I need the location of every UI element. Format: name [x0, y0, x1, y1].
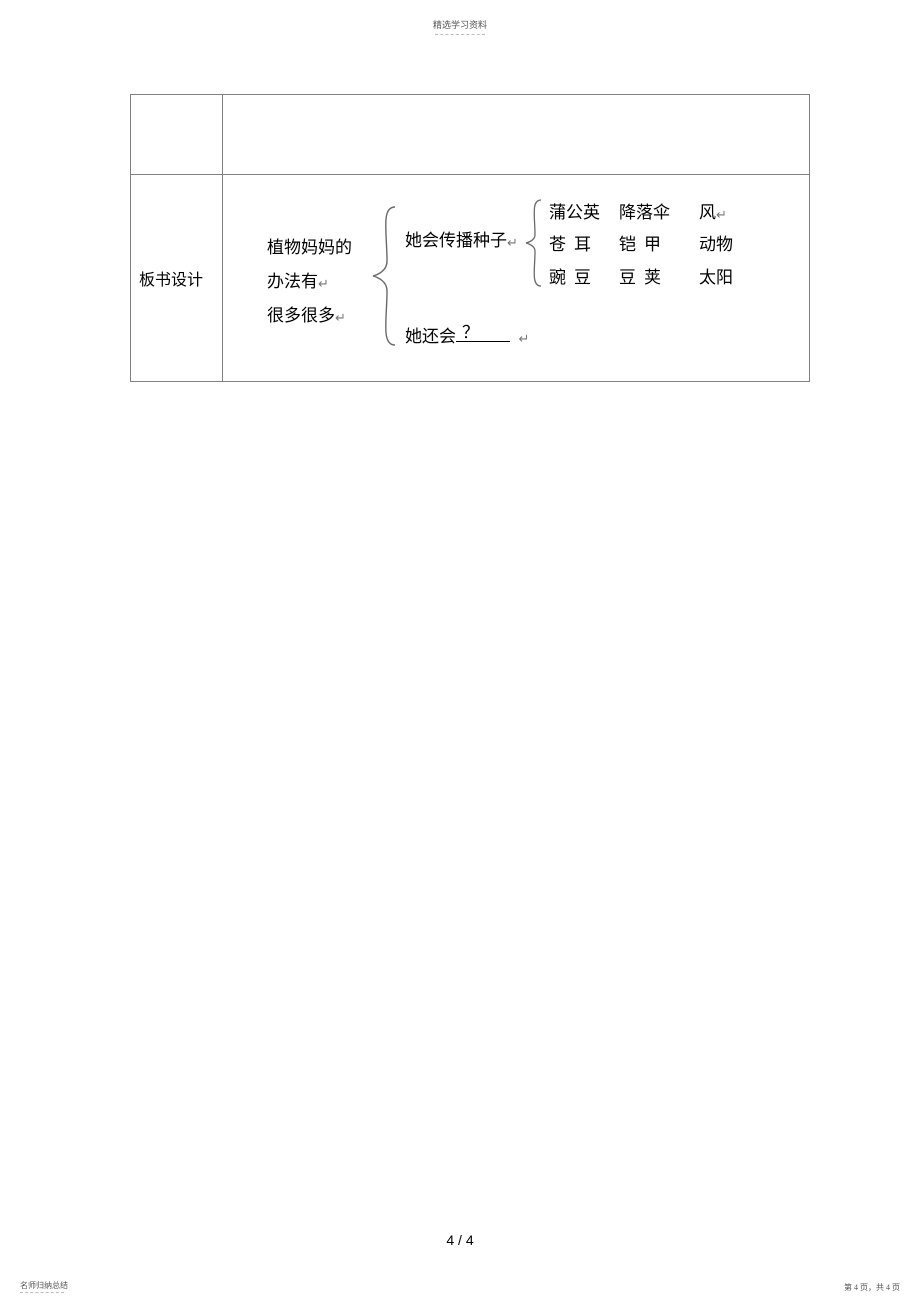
return-arrow-icon: ↵ — [507, 235, 518, 250]
left-text-block: 植物妈妈的 办法有↵ 很多很多↵ — [267, 231, 352, 333]
cell-agent: 太阳 — [699, 262, 749, 294]
page-number: 4 / 4 — [0, 1232, 920, 1248]
return-arrow-icon: ↵ — [716, 207, 727, 222]
cell-agent-text: 风 — [699, 203, 716, 222]
branch-down-prefix: 她还会 — [405, 327, 456, 346]
table-row-empty — [131, 95, 810, 175]
table-row-content: 板书设计 植物妈妈的 办法有↵ 很多很多↵ — [131, 175, 810, 382]
large-brace-icon — [369, 203, 401, 349]
cell-tool: 降落伞 — [619, 197, 699, 229]
cell-tool: 铠甲 — [619, 229, 699, 261]
left-line-2: 办法有↵ — [267, 265, 352, 299]
cell-plant: 蒲公英 — [549, 197, 619, 229]
left-line-1-text: 植物妈妈的 — [267, 238, 352, 257]
left-line-3-text: 很多很多 — [267, 306, 335, 325]
row-content-cell: 植物妈妈的 办法有↵ 很多很多↵ 她会传播种子↵ — [223, 175, 810, 382]
empty-cell-right — [223, 95, 810, 175]
right-list: 蒲公英 降落伞 风↵ 苍耳 铠甲 动物 豌豆 豆荚 太阳 — [549, 197, 749, 294]
branch-down: 她还会 ？ ↵ — [405, 325, 529, 347]
cell-plant: 苍耳 — [549, 229, 619, 261]
small-brace-icon — [523, 197, 545, 289]
blank-underline: ？ — [456, 325, 510, 342]
list-item: 苍耳 铠甲 动物 — [549, 229, 749, 261]
list-item: 豌豆 豆荚 太阳 — [549, 262, 749, 294]
footer-right: 第 4 页，共 4 页 — [844, 1282, 900, 1293]
row-label-cell: 板书设计 — [131, 175, 223, 382]
branch-up: 她会传播种子↵ — [405, 231, 518, 251]
header-text: 精选学习资料 — [433, 20, 487, 30]
cell-agent: 风↵ — [699, 197, 749, 229]
branch-up-text: 她会传播种子 — [405, 231, 507, 250]
return-arrow-icon: ↵ — [519, 331, 530, 346]
footer-left-text: 名师归纳总结 — [20, 1281, 68, 1290]
footer-left-underline — [20, 1292, 64, 1293]
page-header: 精选学习资料 — [0, 15, 920, 35]
cell-agent: 动物 — [699, 229, 749, 261]
board-diagram: 植物妈妈的 办法有↵ 很多很多↵ 她会传播种子↵ — [227, 193, 787, 363]
header-underline — [435, 34, 485, 35]
cell-tool: 豆荚 — [619, 262, 699, 294]
row-label-text: 板书设计 — [139, 272, 203, 289]
main-table: 板书设计 植物妈妈的 办法有↵ 很多很多↵ — [130, 94, 810, 382]
cell-plant: 豌豆 — [549, 262, 619, 294]
list-item: 蒲公英 降落伞 风↵ — [549, 197, 749, 229]
left-line-3: 很多很多↵ — [267, 299, 352, 333]
left-line-1: 植物妈妈的 — [267, 231, 352, 265]
return-arrow-icon: ↵ — [335, 310, 346, 325]
footer-left: 名师归纳总结 — [20, 1280, 68, 1293]
empty-cell-left — [131, 95, 223, 175]
question-mark: ？ — [462, 323, 479, 343]
return-arrow-icon: ↵ — [318, 276, 329, 291]
left-line-2-text: 办法有 — [267, 272, 318, 291]
